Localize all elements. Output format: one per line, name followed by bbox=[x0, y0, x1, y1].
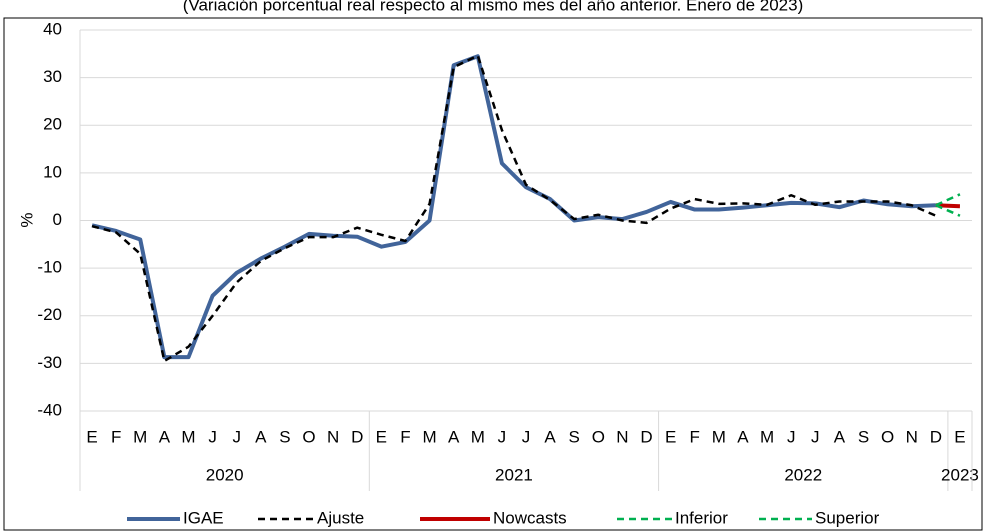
y-tick-label: -20 bbox=[37, 305, 62, 324]
x-tick-label: E bbox=[376, 427, 387, 446]
x-tick-label: S bbox=[858, 427, 869, 446]
series-line bbox=[935, 204, 961, 217]
x-tick-label: N bbox=[327, 427, 339, 446]
x-tick-label: D bbox=[640, 427, 652, 446]
legend-label: Inferior bbox=[675, 508, 728, 527]
x-tick-label: O bbox=[881, 427, 894, 446]
y-tick-label: 20 bbox=[43, 115, 62, 134]
x-tick-label: S bbox=[569, 427, 580, 446]
x-tick-label: J bbox=[522, 427, 531, 446]
x-tick-label: M bbox=[422, 427, 436, 446]
x-tick-label: A bbox=[159, 427, 171, 446]
legend-label: Ajuste bbox=[317, 508, 364, 527]
x-tick-label: M bbox=[471, 427, 485, 446]
chart-border bbox=[3, 17, 983, 531]
legend-label: Nowcasts bbox=[493, 508, 567, 527]
x-tick-label: A bbox=[448, 427, 460, 446]
series-line bbox=[935, 193, 961, 207]
y-axis-label: % bbox=[17, 212, 36, 227]
x-tick-label: J bbox=[811, 427, 820, 446]
x-group-label: 2023 bbox=[941, 465, 979, 484]
legend-label: Superior bbox=[815, 508, 880, 527]
x-tick-label: J bbox=[787, 427, 796, 446]
x-tick-label: N bbox=[616, 427, 628, 446]
legend-label: IGAE bbox=[183, 508, 224, 527]
y-tick-label: 10 bbox=[43, 162, 62, 181]
x-tick-label: M bbox=[133, 427, 147, 446]
x-tick-label: F bbox=[400, 427, 410, 446]
x-tick-label: J bbox=[232, 427, 241, 446]
x-tick-label: M bbox=[712, 427, 726, 446]
series-line bbox=[91, 54, 936, 360]
x-tick-label: A bbox=[255, 427, 267, 446]
x-tick-label: J bbox=[498, 427, 507, 446]
y-tick-label: 40 bbox=[43, 19, 62, 38]
x-tick-label: E bbox=[665, 427, 676, 446]
x-group-label: 2021 bbox=[495, 465, 533, 484]
x-tick-label: M bbox=[760, 427, 774, 446]
x-tick-label: A bbox=[737, 427, 749, 446]
x-tick-label: A bbox=[834, 427, 846, 446]
x-tick-label: O bbox=[302, 427, 315, 446]
x-group-label: 2020 bbox=[206, 465, 244, 484]
y-tick-label: -30 bbox=[37, 353, 62, 372]
x-tick-label: M bbox=[181, 427, 195, 446]
x-tick-label: E bbox=[954, 427, 965, 446]
series-line bbox=[935, 203, 961, 209]
x-tick-label: A bbox=[544, 427, 556, 446]
y-tick-label: -10 bbox=[37, 258, 62, 277]
x-tick-label: F bbox=[111, 427, 121, 446]
y-tick-label: -40 bbox=[37, 400, 62, 419]
series-line bbox=[91, 54, 937, 363]
x-tick-label: D bbox=[351, 427, 363, 446]
y-tick-label: 0 bbox=[53, 210, 62, 229]
x-tick-label: S bbox=[279, 427, 290, 446]
x-tick-label: E bbox=[86, 427, 97, 446]
x-tick-label: N bbox=[906, 427, 918, 446]
x-tick-label: F bbox=[690, 427, 700, 446]
y-tick-label: 30 bbox=[43, 67, 62, 86]
x-tick-label: J bbox=[208, 427, 217, 446]
x-tick-label: D bbox=[930, 427, 942, 446]
x-tick-label: O bbox=[592, 427, 605, 446]
chart-subtitle: (Variación porcentual real respecto al m… bbox=[183, 0, 804, 14]
x-group-label: 2022 bbox=[784, 465, 822, 484]
